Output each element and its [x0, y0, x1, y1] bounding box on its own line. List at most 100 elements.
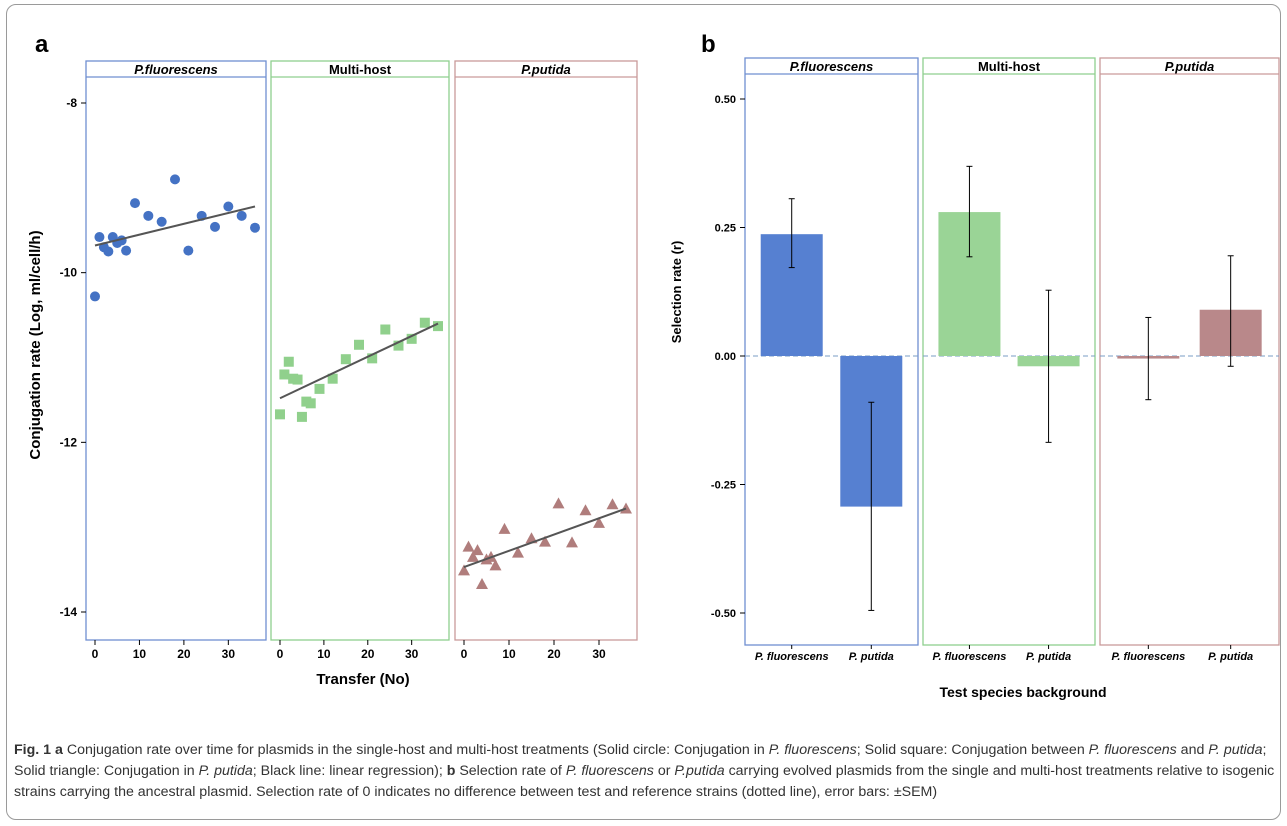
regression-line [94, 205, 256, 247]
caption-text: carrying evolved plasmids from the singl… [14, 763, 1275, 800]
data-point [223, 201, 234, 212]
x-tick-label: 0 [92, 647, 99, 661]
x-axis-label: Transfer (No) [316, 671, 409, 688]
x-tick-label: 0 [277, 647, 284, 661]
data-point [156, 216, 167, 227]
panel-b-letter: b [701, 31, 716, 58]
data-point [327, 373, 338, 384]
y-tick-label: -14 [60, 605, 78, 619]
data-point [183, 245, 194, 256]
caption-text: and [1176, 742, 1209, 758]
caption-species: P. putida [198, 763, 253, 779]
facet-p-putida-label: P.putida [521, 62, 571, 77]
facet-p-fluorescens-border [85, 60, 267, 641]
data-point [606, 498, 619, 510]
y-tick-label: 0.50 [715, 94, 736, 106]
caption-fig-label: Fig. 1 [14, 742, 52, 758]
data-point [305, 398, 316, 409]
x-tick-label: P. putida [849, 651, 894, 663]
data-point [593, 516, 605, 528]
data-point [380, 324, 391, 335]
data-point [236, 210, 247, 221]
data-point [292, 374, 303, 385]
data-point [566, 536, 578, 548]
data-point [296, 411, 307, 422]
facet-multi-host-border [270, 60, 450, 641]
facet-multi-host-label: Multi-host [329, 62, 392, 77]
data-point [467, 550, 479, 562]
x-tick-label: 30 [592, 647, 606, 661]
x-tick-label: 10 [133, 647, 147, 661]
x-tick-label: 10 [317, 647, 331, 661]
caption-species: P. fluorescens [768, 742, 857, 758]
data-point [314, 383, 325, 394]
data-point [539, 535, 551, 547]
y-axis-label: Conjugation rate (Log, ml/cell/h) [27, 230, 44, 459]
x-tick-label: 30 [222, 647, 236, 661]
caption-text: or [653, 763, 675, 779]
x-axis-label: Test species background [939, 684, 1106, 700]
caption-b-letter: b [446, 763, 456, 779]
data-point [419, 317, 430, 328]
caption-text: Conjugation rate over time for plasmids … [62, 742, 769, 758]
data-point [279, 369, 290, 380]
x-tick-label: P. fluorescens [755, 651, 829, 663]
data-point [354, 339, 364, 350]
caption-text: ; Solid square: Conjugation between [856, 742, 1089, 758]
data-point [250, 222, 260, 233]
y-tick-label: -0.50 [711, 608, 736, 620]
data-point [471, 544, 484, 556]
panel-a-letter: a [35, 31, 49, 58]
caption-species: P.putida [674, 763, 725, 779]
data-point [406, 333, 417, 344]
data-point [579, 504, 592, 516]
x-tick-label: P. fluorescens [933, 651, 1007, 663]
caption-species: P. putida [1208, 742, 1263, 758]
y-tick-label: 0.00 [715, 351, 736, 363]
facet-p-fluorescens-label: P.fluorescens [134, 62, 218, 77]
data-point [210, 221, 220, 232]
regression-line [463, 507, 627, 568]
data-point [170, 174, 180, 185]
data-point [143, 210, 154, 221]
facet-p-fluorescens-label: P.fluorescens [790, 59, 874, 74]
x-tick-label: 30 [405, 647, 419, 661]
caption-text: ; Solid triangle: Conjugation in [14, 742, 1267, 779]
panel-a-conjugation-chart: P.fluorescens 0 10 20 30 Multi-host 0 10 20 30 P.p… [27, 60, 638, 688]
y-tick-label: 0.25 [715, 223, 736, 235]
data-point [283, 356, 294, 367]
data-point [393, 340, 404, 351]
data-point [458, 564, 470, 576]
caption-species: P. fluorescens [565, 763, 654, 779]
data-point [552, 497, 565, 509]
caption-text: Selection rate of [455, 763, 566, 779]
y-tick-label: -8 [66, 96, 77, 110]
regression-line [279, 322, 439, 400]
facet-p-putida-label: P.putida [1165, 59, 1215, 74]
data-point [121, 245, 132, 256]
data-point [367, 353, 378, 364]
data-point [433, 321, 443, 332]
data-point [489, 559, 502, 571]
data-point [462, 540, 475, 552]
data-point [103, 246, 114, 257]
y-tick-label: -0.25 [711, 480, 736, 492]
x-tick-label: P. putida [1026, 651, 1071, 663]
data-point [90, 291, 100, 302]
x-tick-label: 0 [461, 647, 468, 661]
data-point [512, 546, 524, 558]
x-tick-label: 10 [502, 647, 516, 661]
data-point [130, 198, 140, 209]
data-point [620, 502, 632, 514]
caption-species: P. fluorescens [1088, 742, 1177, 758]
caption-text: ; Black line: linear regression); [252, 763, 447, 779]
y-axis-label: Selection rate (r) [669, 241, 684, 344]
data-point [94, 232, 105, 243]
figure-caption: Fig. 1 a Conjugation rate over time for … [14, 740, 1276, 803]
x-tick-label: P. putida [1208, 651, 1253, 663]
x-tick-label: P. fluorescens [1111, 651, 1185, 663]
x-tick-label: 20 [361, 647, 375, 661]
y-tick-label: -12 [60, 435, 78, 449]
data-point [525, 532, 538, 544]
